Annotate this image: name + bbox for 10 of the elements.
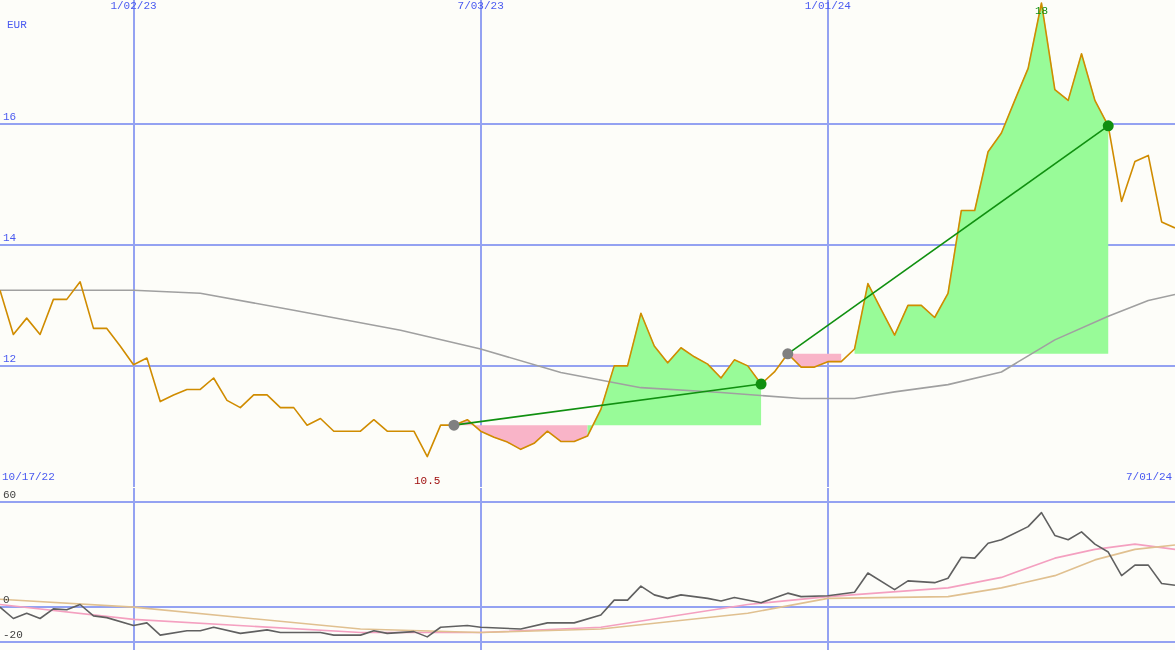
y-tick-label: 12 (3, 353, 17, 366)
annotation: 7/01/24 (1126, 471, 1173, 483)
annotation: 10/17/22 (2, 471, 55, 483)
y-tick-label: 16 (3, 111, 17, 124)
y-tick-label: -20 (3, 629, 23, 642)
y-tick-label: 60 (3, 489, 17, 502)
y-tick-label: 14 (3, 232, 17, 245)
annotation: 10.5 (414, 475, 441, 487)
y-axis-title: EUR (7, 19, 28, 31)
y-tick-label: 0 (3, 594, 10, 607)
